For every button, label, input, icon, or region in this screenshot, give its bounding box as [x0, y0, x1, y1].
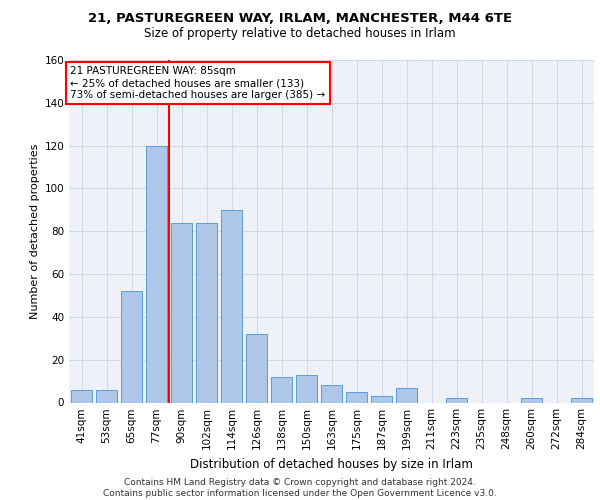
Bar [71, 390, 92, 402]
Bar [371, 396, 392, 402]
Bar [221, 210, 242, 402]
Bar [96, 390, 117, 402]
Text: 21, PASTUREGREEN WAY, IRLAM, MANCHESTER, M44 6TE: 21, PASTUREGREEN WAY, IRLAM, MANCHESTER,… [88, 12, 512, 26]
Bar [196, 222, 217, 402]
Bar [246, 334, 267, 402]
Bar [321, 386, 342, 402]
Text: 21 PASTUREGREEN WAY: 85sqm
← 25% of detached houses are smaller (133)
73% of sem: 21 PASTUREGREEN WAY: 85sqm ← 25% of deta… [70, 66, 325, 100]
Bar [446, 398, 467, 402]
Bar [346, 392, 367, 402]
Bar [396, 388, 417, 402]
Text: Contains HM Land Registry data © Crown copyright and database right 2024.
Contai: Contains HM Land Registry data © Crown c… [103, 478, 497, 498]
Bar [121, 291, 142, 403]
Bar [521, 398, 542, 402]
Bar [271, 377, 292, 402]
Text: Size of property relative to detached houses in Irlam: Size of property relative to detached ho… [144, 28, 456, 40]
Bar [296, 374, 317, 402]
Bar [171, 222, 192, 402]
X-axis label: Distribution of detached houses by size in Irlam: Distribution of detached houses by size … [190, 458, 473, 471]
Bar [146, 146, 167, 402]
Bar [571, 398, 592, 402]
Y-axis label: Number of detached properties: Number of detached properties [30, 144, 40, 319]
